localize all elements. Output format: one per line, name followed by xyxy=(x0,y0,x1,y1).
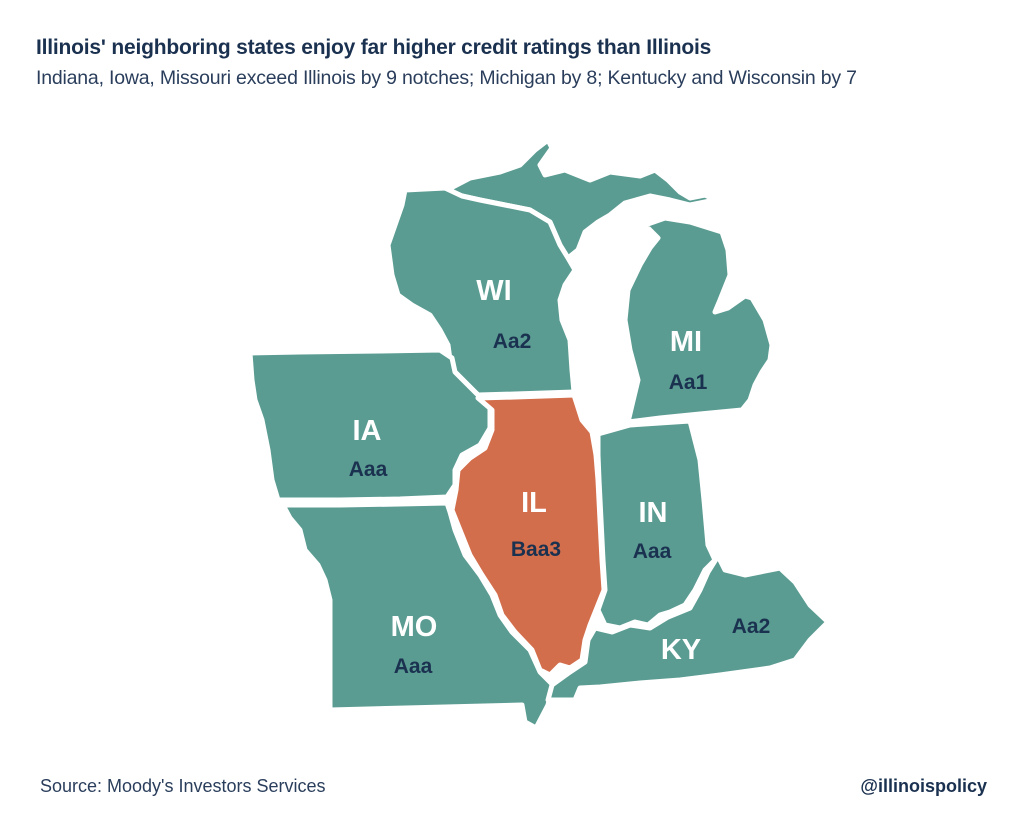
label-in-abbr: IN xyxy=(639,497,668,529)
label-wi-abbr: WI xyxy=(476,275,511,307)
label-il-abbr: IL xyxy=(521,487,547,519)
state-michigan[interactable] xyxy=(622,215,775,425)
chart-title: Illinois' neighboring states enjoy far h… xyxy=(36,36,712,59)
label-mo-abbr: MO xyxy=(391,611,438,643)
brand-handle: @illinoispolicy xyxy=(860,776,987,796)
state-missouri[interactable] xyxy=(280,500,556,731)
label-mi-abbr: MI xyxy=(670,326,702,358)
label-ky-rating: Aa2 xyxy=(732,615,771,638)
chart-subtitle: Indiana, Iowa, Missouri exceed Illinois … xyxy=(36,67,857,89)
label-ky-abbr: KY xyxy=(661,634,701,666)
label-wi-rating: Aa2 xyxy=(493,330,532,353)
state-iowa[interactable] xyxy=(247,347,493,503)
label-il-rating: Baa3 xyxy=(511,538,561,561)
state-wisconsin[interactable] xyxy=(385,185,578,398)
label-mi-rating: Aa1 xyxy=(669,371,708,394)
label-in-rating: Aaa xyxy=(633,540,672,563)
label-mo-rating: Aaa xyxy=(394,655,433,678)
label-ia-rating: Aaa xyxy=(349,458,388,481)
source-note: Source: Moody's Investors Services xyxy=(40,776,326,796)
label-ia-abbr: IA xyxy=(353,415,382,447)
state-kentucky[interactable] xyxy=(545,553,831,703)
state-indiana[interactable] xyxy=(595,418,718,631)
